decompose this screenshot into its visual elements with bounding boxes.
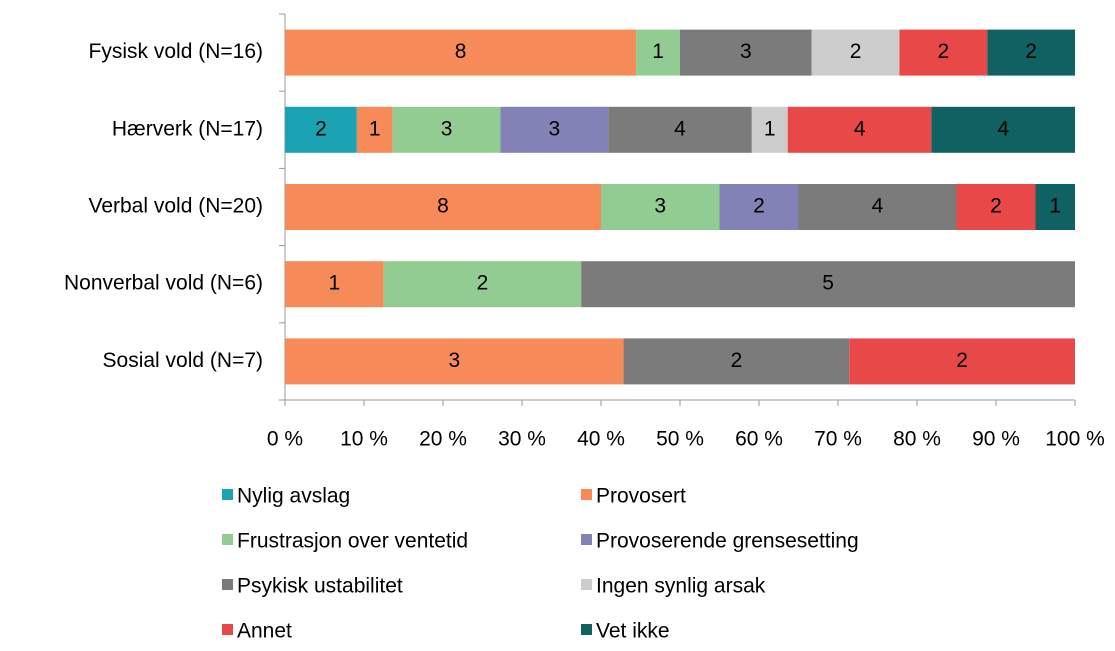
y-tick-label: Nonverbal vold (N=6): [64, 272, 263, 295]
legend-swatch: [581, 579, 592, 590]
data-label: 2: [937, 40, 949, 63]
legend-label: Ingen synlig arsak: [596, 575, 766, 598]
legend-swatch: [222, 624, 233, 635]
data-label: 1: [764, 117, 776, 140]
data-label: 3: [448, 349, 460, 372]
data-label: 2: [990, 195, 1002, 218]
x-tick-label: 100 %: [1045, 428, 1105, 451]
bar-segment: [987, 29, 1075, 76]
bar-segment: [849, 338, 1075, 385]
data-label: 2: [850, 40, 862, 63]
data-label: 3: [441, 117, 453, 140]
bar-segment: [899, 29, 988, 76]
bar-segment: [680, 29, 812, 76]
bar-segment: [285, 338, 624, 385]
legend-swatch: [222, 489, 233, 500]
bar-segment: [285, 106, 357, 153]
data-label: 8: [455, 40, 467, 63]
legend-swatch: [222, 579, 233, 590]
bar-segment: [500, 106, 609, 153]
bar-segment: [751, 106, 788, 153]
data-label: 4: [674, 117, 686, 140]
data-label: 4: [854, 117, 866, 140]
bar-segment: [636, 29, 680, 76]
bar-segment: [798, 184, 957, 230]
y-tick-label: Fysisk vold (N=16): [89, 40, 263, 63]
data-label: 4: [997, 117, 1009, 140]
data-label: 2: [731, 349, 743, 372]
x-tick-label: 80 %: [893, 428, 941, 451]
bar-segment: [623, 338, 850, 385]
legend-swatch: [581, 534, 592, 545]
legend-swatch: [581, 489, 592, 500]
bar-segment: [956, 184, 1036, 230]
bar-segment: [392, 106, 501, 153]
x-tick-label: 0 %: [267, 428, 303, 451]
legend-label: Frustrasjon over ventetid: [237, 530, 468, 553]
x-tick-label: 10 %: [340, 428, 388, 451]
x-tick-label: 40 %: [577, 428, 625, 451]
legend-label: Psykisk ustabilitet: [237, 575, 403, 598]
bar-segment: [356, 106, 393, 153]
bar-segment: [285, 29, 637, 76]
bar-segment: [931, 106, 1075, 153]
data-label: 2: [315, 117, 327, 140]
data-label: 3: [548, 117, 560, 140]
bar-segment: [383, 261, 582, 308]
bar-segment: [601, 184, 720, 230]
data-label: 5: [822, 272, 834, 295]
bar-segment: [608, 106, 752, 153]
data-label: 2: [477, 272, 489, 295]
data-label: 1: [369, 117, 381, 140]
data-label: 2: [753, 195, 765, 218]
x-tick-label: 90 %: [972, 428, 1020, 451]
data-label: 1: [1049, 195, 1061, 218]
legend-label: Annet: [237, 620, 292, 643]
legend-label: Vet ikke: [596, 620, 670, 643]
y-tick-label: Verbal vold (N=20): [88, 195, 263, 218]
x-tick-label: 50 %: [656, 428, 704, 451]
legend-swatch: [581, 624, 592, 635]
legend-label: Nylig avslag: [237, 485, 350, 508]
x-tick-label: 60 %: [735, 428, 783, 451]
data-label: 1: [329, 272, 341, 295]
data-label: 2: [1025, 40, 1037, 63]
x-tick-label: 30 %: [498, 428, 546, 451]
x-tick-label: 70 %: [814, 428, 862, 451]
y-tick-label: Sosial vold (N=7): [103, 349, 263, 372]
legend-swatch: [222, 534, 233, 545]
bar-segment: [811, 29, 900, 76]
bar-segment: [787, 106, 932, 153]
bar-segment: [1035, 184, 1075, 230]
data-label: 4: [872, 195, 884, 218]
bar-segment: [285, 261, 384, 308]
y-tick-label: Hærverk (N=17): [112, 117, 263, 140]
data-label: 2: [956, 349, 968, 372]
data-label: 3: [654, 195, 666, 218]
data-label: 1: [652, 40, 664, 63]
legend-label: Provoserende grensesetting: [596, 530, 859, 553]
bar-segment: [285, 184, 601, 230]
x-tick-label: 20 %: [419, 428, 467, 451]
legend-label: Provosert: [596, 485, 686, 508]
bar-segment: [719, 184, 799, 230]
data-label: 3: [740, 40, 752, 63]
bar-segment: [581, 261, 1075, 308]
data-label: 8: [437, 195, 449, 218]
